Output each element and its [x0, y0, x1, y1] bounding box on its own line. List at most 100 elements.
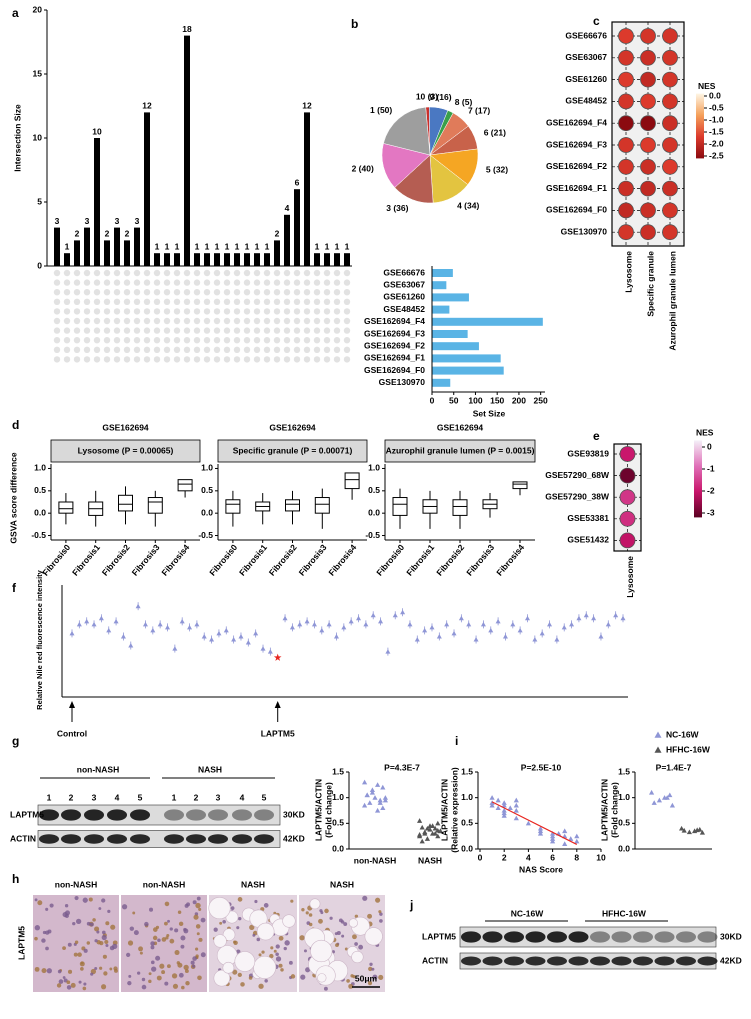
- point: [216, 630, 222, 636]
- matrix-dot: [123, 269, 131, 277]
- x-tick-label: 2: [502, 852, 507, 862]
- dot: [619, 489, 636, 506]
- point: [532, 636, 538, 642]
- nucleus: [150, 941, 155, 946]
- nucleus: [195, 924, 201, 929]
- blot-band: [654, 931, 675, 943]
- fat-vacuole: [256, 922, 275, 941]
- point: [375, 807, 381, 813]
- point: [84, 618, 90, 624]
- nucleus: [200, 917, 206, 923]
- nucleus: [165, 936, 169, 940]
- lane-label: 2: [69, 792, 74, 802]
- panel-letter: h: [12, 872, 19, 886]
- row-label: ACTIN: [422, 955, 448, 965]
- box: [392, 497, 408, 516]
- bar: [54, 227, 60, 266]
- nucleus: [86, 921, 91, 926]
- point: [424, 836, 430, 841]
- pie-label: 3 (36): [386, 203, 408, 213]
- nucleus: [89, 922, 94, 927]
- dot: [618, 224, 634, 241]
- matrix-dot: [163, 317, 171, 325]
- size-label: 30KD: [720, 931, 742, 941]
- matrix-dot: [193, 327, 201, 334]
- dot: [618, 180, 634, 197]
- matrix-dot: [223, 337, 231, 344]
- nucleus: [34, 966, 40, 972]
- x-tick-label: Fibrosis1: [404, 542, 436, 578]
- nucleus: [178, 972, 184, 978]
- nucleus: [56, 983, 62, 988]
- nucleus: [196, 932, 200, 936]
- matrix-dot: [143, 346, 151, 353]
- dot: [662, 158, 678, 175]
- matrix-dot: [133, 289, 141, 296]
- matrix-dot: [323, 298, 331, 305]
- nucleus: [62, 912, 68, 918]
- matrix-dot: [203, 317, 211, 325]
- bar: [432, 354, 501, 363]
- point: [694, 827, 700, 833]
- dot: [640, 202, 656, 219]
- blot-band: [130, 834, 150, 844]
- point: [427, 826, 433, 832]
- matrix-dot: [323, 356, 331, 363]
- matrix-dot: [73, 317, 81, 325]
- matrix-dot: [123, 337, 131, 344]
- bar: [274, 240, 280, 266]
- matrix-dot: [113, 337, 121, 344]
- nucleus: [252, 933, 256, 937]
- nucleus: [237, 972, 242, 978]
- y-tick-label: -0.5: [198, 530, 213, 540]
- colorbar: [696, 93, 704, 159]
- point: [480, 621, 486, 627]
- point: [223, 627, 229, 633]
- point: [435, 833, 441, 839]
- nucleus: [83, 982, 87, 986]
- matrix-dot: [293, 279, 301, 286]
- row-label: ACTIN: [10, 833, 36, 843]
- point: [417, 833, 423, 839]
- colorbar-tick-label: -0.5: [709, 102, 724, 112]
- matrix-dot: [143, 279, 151, 286]
- nucleus: [78, 980, 82, 984]
- y-tick-label: 20: [33, 4, 43, 14]
- y-tick-label: 0.0: [332, 843, 344, 853]
- nucleus: [273, 911, 277, 915]
- nucleus: [164, 981, 169, 986]
- nucleus: [318, 918, 323, 924]
- nucleus: [275, 944, 280, 949]
- nucleus: [213, 927, 218, 932]
- row-label: GSE63067: [565, 52, 607, 62]
- point: [400, 609, 406, 615]
- matrix-dot: [233, 346, 241, 353]
- matrix-dot: [53, 317, 61, 325]
- bar: [114, 227, 120, 266]
- matrix-dot: [203, 269, 211, 277]
- blot-band: [164, 809, 184, 821]
- matrix-dot: [323, 346, 331, 353]
- x-tick-label: 250: [534, 395, 548, 405]
- point: [430, 831, 436, 836]
- matrix-dot: [343, 346, 351, 353]
- nucleus: [45, 907, 49, 911]
- matrix-dot: [333, 356, 341, 363]
- matrix-dot: [283, 289, 291, 296]
- matrix-dot: [63, 298, 71, 305]
- nucleus: [200, 952, 206, 958]
- blot-band: [84, 809, 104, 821]
- panel-letter: f: [12, 581, 17, 595]
- nucleus: [254, 899, 258, 904]
- bar: [344, 253, 350, 266]
- bar: [124, 240, 130, 266]
- point: [510, 621, 516, 627]
- pie-label: 4 (34): [457, 201, 479, 211]
- point: [613, 612, 619, 618]
- matrix-dot: [273, 308, 281, 315]
- bar-value-label: 12: [142, 101, 152, 111]
- matrix-dot: [93, 308, 101, 315]
- nucleus: [105, 943, 109, 948]
- nucleus: [184, 969, 189, 974]
